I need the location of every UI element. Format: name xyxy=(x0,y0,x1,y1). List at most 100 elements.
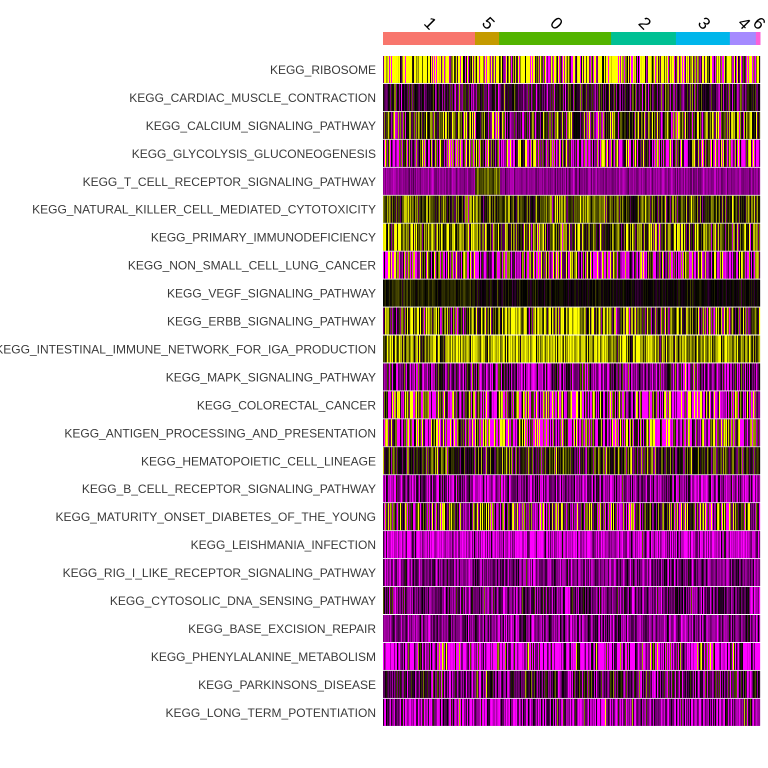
heatmap-cell xyxy=(514,195,516,223)
heatmap-cell xyxy=(577,223,579,251)
heatmap-cell xyxy=(728,223,730,251)
heatmap-cell xyxy=(671,279,673,307)
heatmap-cell xyxy=(583,335,585,363)
heatmap-cell xyxy=(395,419,397,447)
heatmap-cell xyxy=(559,223,561,251)
heatmap-cell xyxy=(461,195,463,223)
heatmap-cell xyxy=(458,139,460,167)
heatmap-cell xyxy=(585,363,587,391)
heatmap-cell xyxy=(520,195,522,223)
heatmap-cell xyxy=(639,223,641,251)
heatmap-cell xyxy=(742,139,744,167)
heatmap-cell xyxy=(542,307,544,335)
heatmap-cell xyxy=(448,391,450,419)
heatmap-cell xyxy=(643,391,645,419)
heatmap-cell xyxy=(552,56,554,83)
heatmap-cell xyxy=(583,363,585,391)
heatmap-cell xyxy=(495,139,497,167)
heatmap-cell xyxy=(672,363,674,391)
heatmap-cell xyxy=(456,335,458,363)
heatmap-cell xyxy=(453,363,455,391)
heatmap-cell xyxy=(447,195,449,223)
heatmap-cell xyxy=(704,279,706,307)
heatmap-cell xyxy=(432,307,434,335)
heatmap-cell xyxy=(414,335,416,363)
heatmap-cell xyxy=(690,363,692,391)
heatmap-cell xyxy=(566,307,568,335)
heatmap-cell xyxy=(650,363,652,391)
heatmap-cell xyxy=(675,363,677,391)
heatmap-cell xyxy=(499,307,501,335)
heatmap-cell xyxy=(392,167,394,195)
heatmap-cell xyxy=(567,391,569,419)
heatmap-cell xyxy=(736,391,738,419)
heatmap-cell xyxy=(430,307,432,335)
heatmap-cell xyxy=(562,251,564,279)
heatmap-cell xyxy=(448,195,450,223)
heatmap-cell xyxy=(602,139,604,167)
heatmap-cell xyxy=(714,307,716,335)
heatmap-cell xyxy=(614,83,616,111)
heatmap-cell xyxy=(688,83,690,111)
heatmap-cell xyxy=(642,195,644,223)
heatmap-cell xyxy=(605,251,607,279)
cluster-bar-4 xyxy=(729,32,757,45)
heatmap-cell xyxy=(694,223,696,251)
heatmap-cell xyxy=(478,167,480,195)
heatmap-cell xyxy=(734,167,736,195)
heatmap-cell xyxy=(645,139,647,167)
heatmap-cell xyxy=(688,195,690,223)
heatmap-cell xyxy=(744,307,746,335)
heatmap-cell xyxy=(622,335,624,363)
heatmap-cell xyxy=(644,111,646,139)
heatmap-cell xyxy=(729,83,731,111)
heatmap-cell xyxy=(398,279,400,307)
heatmap-cell xyxy=(401,307,403,335)
heatmap-cell xyxy=(607,167,609,195)
heatmap-cell xyxy=(700,251,702,279)
heatmap-cell xyxy=(586,391,588,419)
heatmap-cell xyxy=(625,335,627,363)
heatmap-cell xyxy=(475,363,477,391)
heatmap-cell xyxy=(728,391,730,419)
heatmap-cell xyxy=(471,195,473,223)
heatmap-cell xyxy=(749,111,751,139)
heatmap-cell xyxy=(711,391,713,419)
heatmap-cell xyxy=(657,195,659,223)
heatmap-cell xyxy=(649,307,651,335)
heatmap-cell xyxy=(396,111,398,139)
heatmap-cell xyxy=(410,111,412,139)
heatmap-cell xyxy=(727,195,729,223)
heatmap-cell xyxy=(561,279,563,307)
heatmap-cell xyxy=(507,167,509,195)
heatmap-cell xyxy=(562,307,564,335)
heatmap-cell xyxy=(401,419,403,447)
heatmap-cell xyxy=(651,223,653,251)
heatmap-cell xyxy=(468,111,470,139)
heatmap-cell xyxy=(417,363,419,391)
heatmap-cell xyxy=(420,391,422,419)
heatmap-cell xyxy=(706,167,708,195)
heatmap-cell xyxy=(451,195,453,223)
heatmap-cell xyxy=(563,223,565,251)
heatmap-cell xyxy=(427,307,429,335)
heatmap-cell xyxy=(530,111,532,139)
heatmap-cell xyxy=(721,251,723,279)
heatmap-cell xyxy=(444,363,446,391)
heatmap-cell xyxy=(563,83,565,111)
heatmap-cell xyxy=(434,391,436,419)
heatmap-cell xyxy=(746,83,748,111)
heatmap-cell xyxy=(651,111,653,139)
heatmap-cell xyxy=(463,56,465,83)
heatmap-cell xyxy=(581,223,583,251)
heatmap-cell xyxy=(452,363,454,391)
heatmap-cell xyxy=(648,335,650,363)
heatmap-cell xyxy=(710,363,712,391)
heatmap-cell xyxy=(410,335,412,363)
heatmap-cell xyxy=(685,139,687,167)
heatmap-cell xyxy=(385,363,387,391)
heatmap-cell xyxy=(641,139,643,167)
heatmap-cell xyxy=(581,167,583,195)
heatmap-cell xyxy=(457,279,459,307)
heatmap-cell xyxy=(546,307,548,335)
